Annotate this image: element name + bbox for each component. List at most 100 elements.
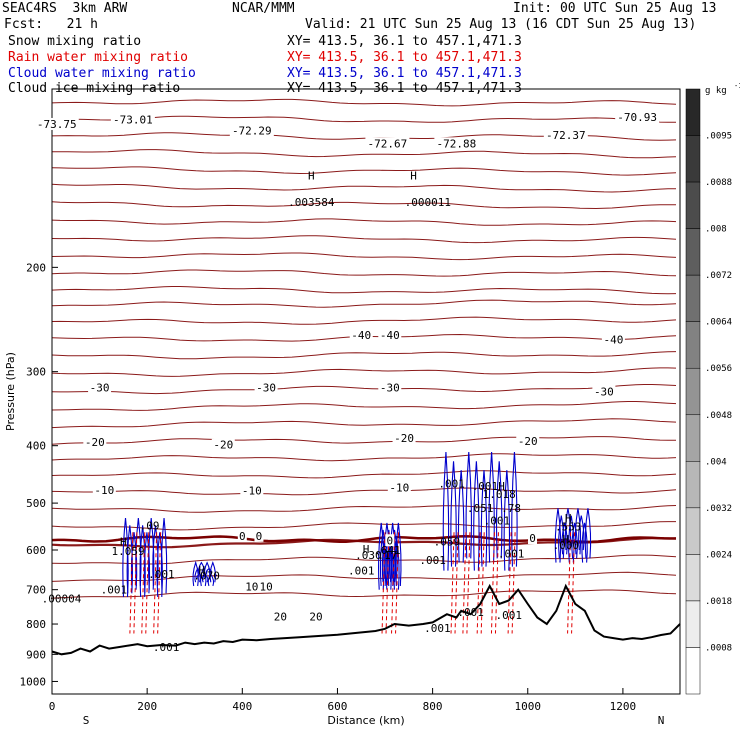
colorbar-label: .0088	[705, 178, 732, 188]
temperature-contour-label: -72.88	[437, 137, 477, 150]
isotherm-line	[51, 571, 677, 582]
cloud-water-contour	[578, 515, 585, 551]
contour-label-bg	[92, 483, 116, 496]
colorbar-segment	[685, 135, 701, 183]
colorbar-segment	[685, 88, 701, 136]
y-tick-label: 700	[26, 584, 46, 597]
contour-labels: -73.75 -73.01 -72.29 -72.67 -72.88 -72.37 -70.…	[34, 111, 660, 654]
colorbar-segment	[685, 647, 701, 695]
rain-water-contour	[462, 532, 467, 634]
x-tick-label: 600	[328, 700, 348, 713]
contour-label-bg	[615, 111, 660, 124]
y-tick-label: 500	[26, 497, 46, 510]
mixing-ratio-label: .553	[555, 521, 582, 534]
mixing-ratio-label: .641	[374, 544, 401, 557]
temperature-contour-label: -30	[594, 385, 614, 398]
contour-label-bg	[34, 117, 79, 130]
cloud-water-contour	[122, 518, 129, 597]
org-label: NCAR/MMM	[232, 1, 295, 16]
y-tick-label: 900	[26, 648, 46, 661]
x-tick-label: 1200	[610, 700, 637, 713]
terrain-line	[51, 583, 681, 656]
rain-water-contour	[145, 532, 150, 634]
colorbar-segment	[685, 321, 701, 369]
y-tick-label: 800	[26, 618, 46, 631]
cloud-water-contour	[196, 573, 203, 579]
mixing-ratio-label: H	[120, 535, 127, 548]
cloud-water-contour	[581, 522, 588, 563]
cloud-water-contour	[457, 470, 465, 563]
cloud-water-contour	[139, 525, 146, 597]
isotherm-line	[52, 149, 677, 159]
cloud-water-contour	[135, 518, 142, 587]
mixing-ratio-label: H	[199, 564, 206, 577]
rain-water-contour	[385, 532, 390, 634]
snow-field-xy: XY= 413.5, 36.1 to 457.1,471.3	[287, 34, 522, 49]
snow-field-name: Snow mixing ratio	[8, 34, 142, 49]
temperature-contour-label: -20	[85, 436, 105, 449]
cloud-water-contour	[130, 532, 138, 590]
contour-label-bg	[237, 529, 247, 542]
mixing-ratio-label: .001	[101, 584, 128, 597]
colorbar-label: .004	[705, 457, 727, 467]
contour-label-bg	[258, 580, 275, 593]
temperature-contour-label: 20	[309, 611, 322, 624]
cloud-water-contour	[156, 532, 163, 597]
plot-border	[51, 88, 681, 695]
isotherm-line	[51, 115, 676, 123]
rain-water-contour	[129, 532, 134, 634]
colorbar-label: .0008	[705, 643, 732, 653]
temperature-contour-label: -73.75	[37, 118, 77, 131]
mixing-ratio-label: .001	[457, 606, 484, 619]
y-tick-label: 300	[26, 366, 46, 379]
cloud-water-contour	[147, 518, 155, 590]
mixing-ratio-label: .030	[355, 549, 382, 562]
terrain-profile	[51, 583, 681, 656]
isotherm-line	[51, 98, 677, 107]
mixing-ratio-label: .17	[377, 549, 397, 562]
colorbar-segment	[685, 181, 701, 229]
rain-water-contour	[391, 532, 396, 634]
cloud-water-contour	[503, 470, 511, 571]
mixing-ratio-label: .001	[153, 641, 180, 654]
isotherm-line	[51, 218, 677, 226]
cloud-water-contour	[442, 452, 450, 571]
temperature-contour-label: -40	[603, 334, 623, 347]
cloud-water-contour	[465, 452, 472, 559]
rain-water-contour	[153, 532, 158, 634]
rain-water-contour	[476, 532, 481, 634]
y-tick-label: 1000	[20, 675, 47, 688]
cloudwater-field-xy: XY= 413.5, 36.1 to 457.1,471.3	[287, 66, 522, 81]
y-axis-title: Pressure (hPa)	[4, 352, 17, 431]
valid-label: Valid: 21 UTC Sun 25 Aug 13 (16 CDT Sun …	[305, 17, 697, 32]
rain-water-contour	[567, 532, 572, 634]
cloud-water-contour	[160, 518, 168, 594]
isotherm-line	[51, 470, 677, 479]
colorbar-label: .0024	[705, 550, 732, 560]
contour-label-bg	[254, 381, 278, 394]
temperature-contour-label: 10	[245, 580, 258, 593]
temperature-contour-label: -20	[518, 435, 538, 448]
contour-label-bg	[240, 484, 264, 497]
isotherm-line	[51, 201, 677, 210]
colorbar-label: .0048	[705, 411, 732, 421]
contour-label-bg	[516, 434, 540, 447]
hydrometeor-bands	[122, 452, 592, 634]
y-tick-label: 400	[26, 440, 46, 453]
contour-label-bg	[434, 137, 479, 150]
contour-label-bg	[272, 610, 289, 623]
isotherm-line	[51, 436, 676, 445]
temperature-contour-label: -10	[94, 484, 114, 497]
temperature-contour-label: -20	[394, 432, 414, 445]
temperature-contour-label: 10	[259, 580, 272, 593]
temperature-contour-label: -70.93	[617, 111, 657, 124]
mixing-ratio-label: H	[498, 480, 505, 493]
isotherm-line	[51, 351, 677, 360]
mixing-ratio-label: .070	[193, 569, 220, 582]
mixing-ratio-label: 1.059	[112, 545, 145, 558]
cloudwater-field-name: Cloud water mixing ratio	[8, 66, 196, 81]
colorbar-label: .0064	[705, 318, 732, 328]
isotherm-line	[51, 367, 677, 377]
colorbar-segment	[685, 228, 701, 276]
cloud-water-contour	[395, 522, 402, 587]
